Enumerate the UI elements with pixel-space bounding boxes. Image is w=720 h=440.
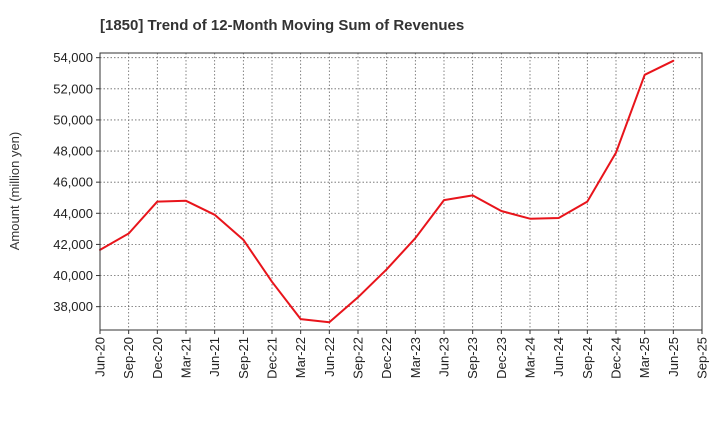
- x-tick-label: Jun-22: [322, 337, 337, 377]
- y-tick-label: 50,000: [53, 112, 93, 127]
- x-tick-label: Dec-21: [265, 337, 280, 379]
- x-tick-label: Mar-22: [293, 337, 308, 378]
- y-tick-label: 42,000: [53, 237, 93, 252]
- x-tick-label: Jun-20: [93, 337, 108, 377]
- y-tick-label: 38,000: [53, 299, 93, 314]
- series-group: [99, 59, 675, 324]
- y-tick-label: 54,000: [53, 50, 93, 65]
- x-tick-label: Mar-24: [523, 337, 538, 378]
- y-axis-ticks: 38,000 40,000 42,000 44,000 46,000 48,000 50,0…: [53, 50, 100, 314]
- y-tick-label: 44,000: [53, 206, 93, 221]
- x-axis-ticks: Jun-20 Sep-20 Dec-20 Mar-21 Jun-21 Sep-21 Dec-…: [93, 330, 710, 379]
- x-tick-label: Sep-25: [695, 337, 710, 379]
- y-tick-label: 40,000: [53, 268, 93, 283]
- x-tick-label: Mar-25: [637, 337, 652, 378]
- x-tick-label: Jun-25: [666, 337, 681, 377]
- plot-frame: [99, 52, 703, 331]
- x-tick-label: Sep-23: [465, 337, 480, 379]
- x-tick-label: Dec-24: [609, 337, 624, 379]
- grid-lines: [100, 53, 702, 330]
- x-tick-label: Jun-21: [207, 337, 222, 377]
- x-tick-label: Sep-21: [236, 337, 251, 379]
- y-tick-label: 48,000: [53, 144, 93, 159]
- x-tick-label: Mar-21: [179, 337, 194, 378]
- x-tick-label: Dec-20: [150, 337, 165, 379]
- x-tick-label: Dec-23: [494, 337, 509, 379]
- x-tick-label: Sep-22: [351, 337, 366, 379]
- series-line: [99, 59, 675, 324]
- x-tick-label: Jun-24: [551, 337, 566, 377]
- y-axis-label: Amount (million yen): [7, 132, 22, 251]
- x-tick-label: Sep-20: [121, 337, 136, 379]
- y-tick-label: 46,000: [53, 175, 93, 190]
- x-tick-label: Sep-24: [580, 337, 595, 379]
- x-tick-label: Jun-23: [437, 337, 452, 377]
- chart-title: [1850] Trend of 12-Month Moving Sum of R…: [100, 17, 464, 34]
- y-tick-label: 52,000: [53, 81, 93, 96]
- x-tick-label: Dec-22: [379, 337, 394, 379]
- x-tick-label: Mar-23: [408, 337, 423, 378]
